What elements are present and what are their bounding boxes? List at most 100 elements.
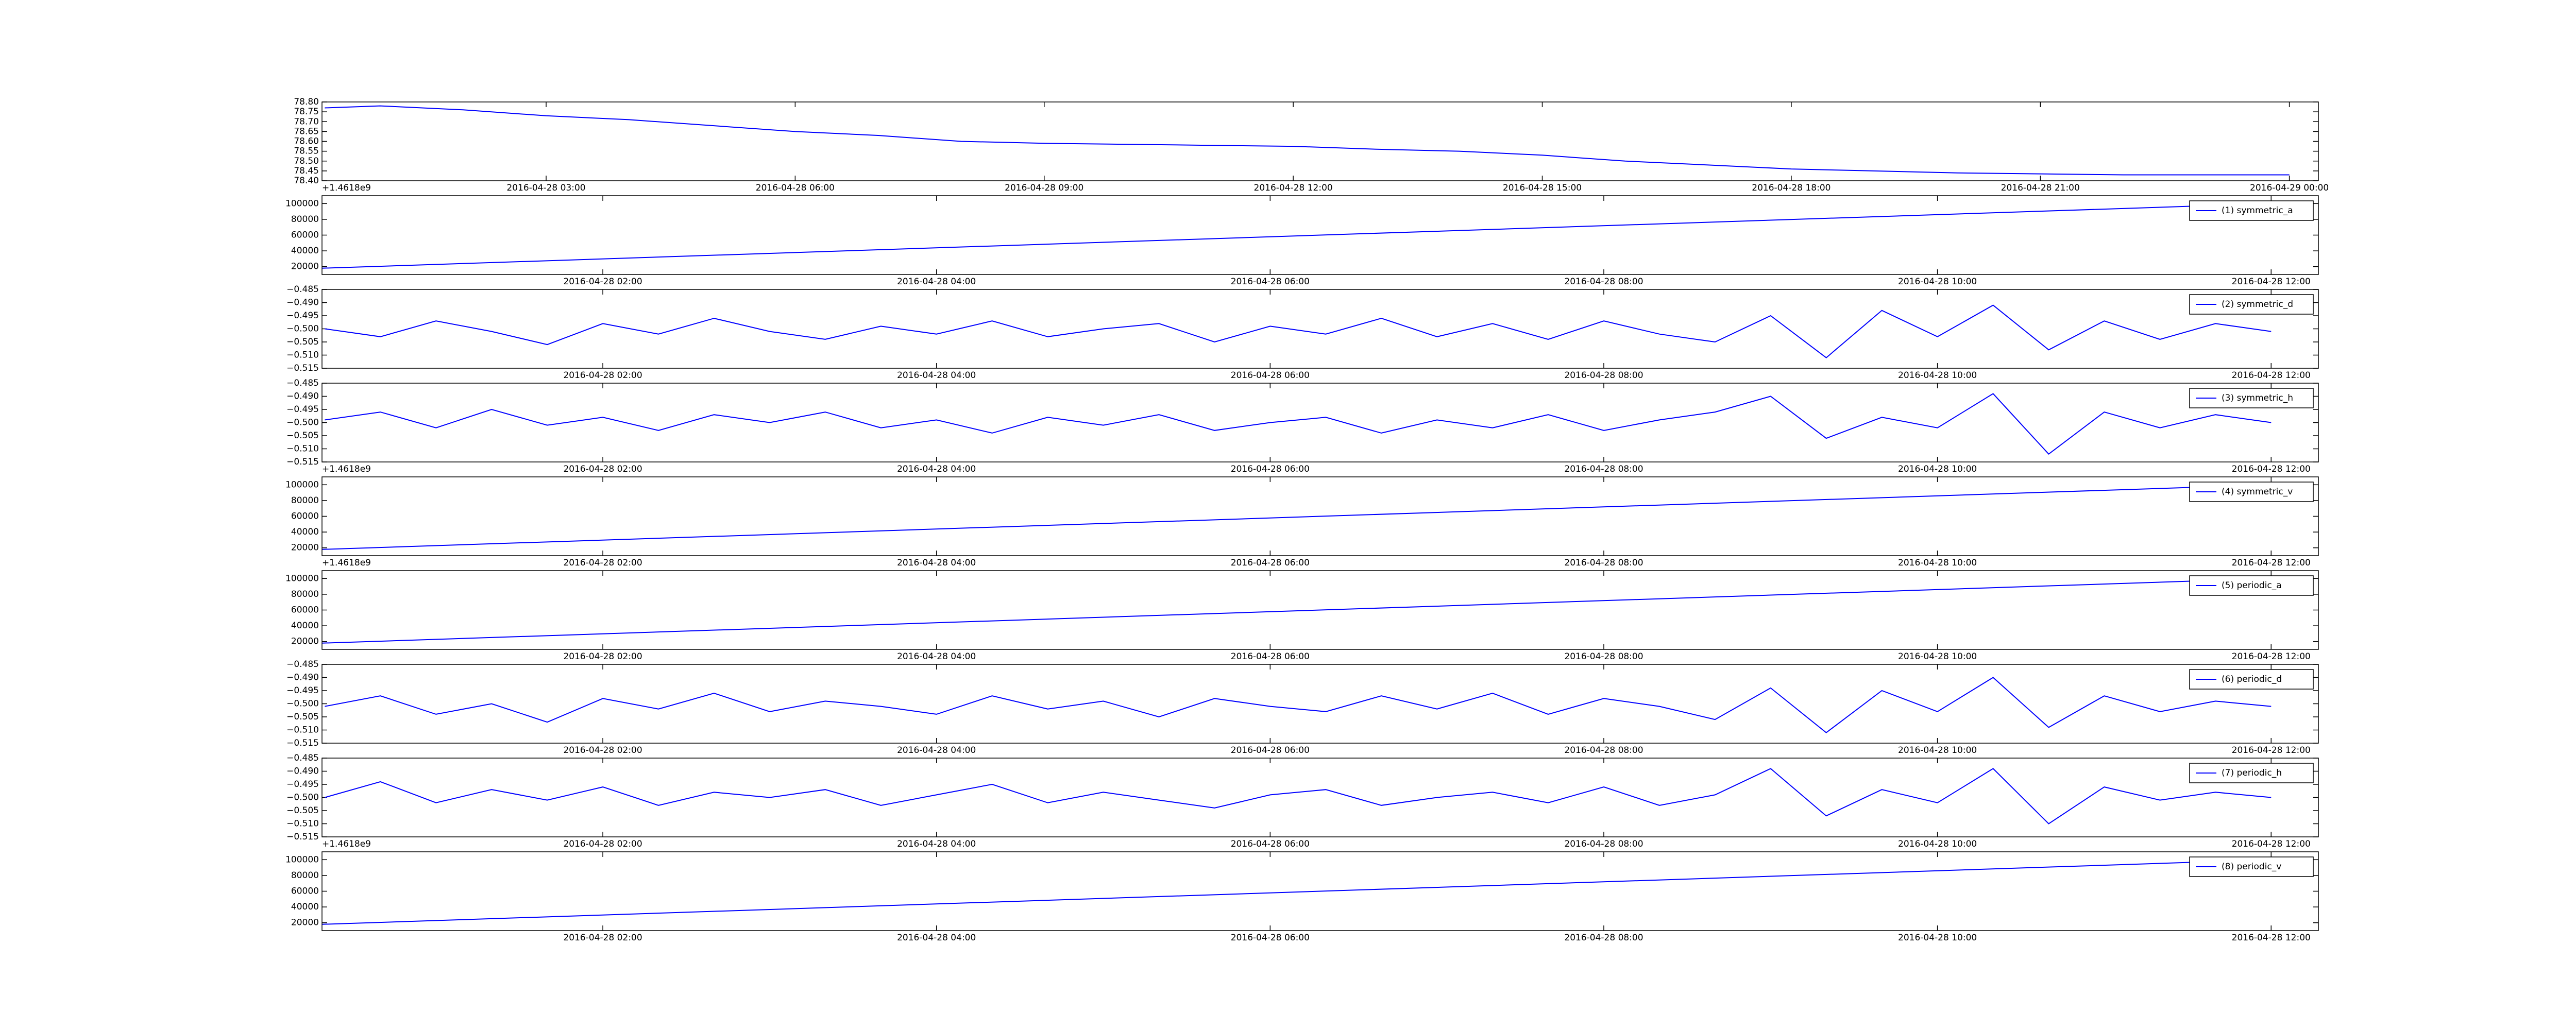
x-tick-label: 2016-04-28 04:00 <box>897 933 976 943</box>
x-tick-label: 2016-04-28 10:00 <box>1898 745 1977 756</box>
y-tick-label: −0.500 <box>286 793 319 803</box>
x-tick-label: 2016-04-28 02:00 <box>563 277 642 287</box>
y-tick-label: −0.495 <box>286 404 319 415</box>
y-tick-label: 80000 <box>291 214 319 225</box>
y-tick-label: −0.490 <box>286 673 319 683</box>
legend-label: (5) periodic_a <box>2222 580 2282 591</box>
x-tick-label: 2016-04-28 21:00 <box>2001 183 2080 193</box>
y-tick-label: 40000 <box>291 902 319 912</box>
x-tick-label: 2016-04-28 06:00 <box>1231 464 1310 474</box>
y-tick-label: 78.80 <box>294 97 319 107</box>
y-tick-label: 40000 <box>291 246 319 256</box>
data-line <box>325 393 2272 455</box>
x-tick-label: 2016-04-28 12:00 <box>2232 370 2311 381</box>
x-tick-label: 2016-04-28 04:00 <box>897 839 976 849</box>
x-tick-label: 2016-04-28 08:00 <box>1564 651 1643 662</box>
data-line <box>321 484 2272 550</box>
x-tick-label: 2016-04-28 06:00 <box>1231 277 1310 287</box>
y-tick-label: −0.495 <box>286 685 319 696</box>
offset-text: +1.4618e9 <box>322 464 371 474</box>
x-tick-label: 2016-04-28 08:00 <box>1564 370 1643 381</box>
x-tick-label: 2016-04-28 15:00 <box>1503 183 1582 193</box>
y-tick-label: 78.55 <box>294 146 319 157</box>
x-tick-label: 2016-04-28 04:00 <box>897 277 976 287</box>
y-tick-label: 80000 <box>291 495 319 506</box>
y-tick-label: 80000 <box>291 870 319 881</box>
legend-label: (7) periodic_h <box>2222 768 2282 778</box>
x-tick-label: 2016-04-28 06:00 <box>1231 933 1310 943</box>
x-tick-label: 2016-04-28 02:00 <box>563 464 642 474</box>
axes-frame <box>321 195 2319 275</box>
axes-background <box>322 383 2318 462</box>
y-tick-label: 20000 <box>291 262 319 272</box>
legend-label: (1) symmetric_a <box>2222 205 2293 216</box>
data-line <box>325 677 2272 733</box>
y-tick-label: −0.515 <box>286 363 319 373</box>
x-tick-label: 2016-04-28 08:00 <box>1564 745 1643 756</box>
axes-background <box>322 758 2318 837</box>
y-tick-label: −0.505 <box>286 431 319 441</box>
x-tick-label: 2016-04-28 12:00 <box>2232 933 2311 943</box>
x-tick-label: 2016-04-28 18:00 <box>1752 183 1831 193</box>
y-tick-label: 78.65 <box>294 126 319 136</box>
y-tick-label: 20000 <box>291 918 319 928</box>
y-tick-label: −0.510 <box>286 725 319 735</box>
y-tick-label: 78.75 <box>294 107 319 117</box>
axes-frame <box>321 758 2319 837</box>
x-tick-label: 2016-04-28 06:00 <box>1231 839 1310 849</box>
y-tick-label: 60000 <box>291 605 319 615</box>
x-tick-label: 2016-04-28 06:00 <box>1231 745 1310 756</box>
data-line <box>325 105 2290 176</box>
y-tick-label: −0.510 <box>286 350 319 360</box>
legend-label: (3) symmetric_h <box>2222 393 2293 403</box>
y-tick-label: −0.515 <box>286 738 319 748</box>
y-tick-label: 100000 <box>285 854 319 865</box>
y-tick-label: 60000 <box>291 511 319 522</box>
axes-frame <box>321 664 2319 744</box>
legend-label: (8) periodic_v <box>2222 862 2281 872</box>
x-tick-label: 2016-04-28 12:00 <box>1254 183 1333 193</box>
x-tick-label: 2016-04-28 08:00 <box>1564 839 1643 849</box>
y-tick-label: −0.500 <box>286 324 319 334</box>
axes-frame <box>321 476 2319 556</box>
y-tick-label: −0.495 <box>286 779 319 789</box>
y-tick-label: −0.485 <box>286 378 319 388</box>
y-tick-label: −0.510 <box>286 819 319 829</box>
y-tick-label: −0.505 <box>286 337 319 347</box>
y-tick-label: −0.500 <box>286 418 319 428</box>
y-tick-label: −0.505 <box>286 712 319 722</box>
offset-text: +1.4618e9 <box>322 183 371 193</box>
x-tick-label: 2016-04-28 06:00 <box>1231 558 1310 568</box>
y-tick-label: −0.485 <box>286 284 319 295</box>
y-tick-label: 78.70 <box>294 116 319 127</box>
data-line <box>325 304 2272 358</box>
y-tick-label: −0.515 <box>286 832 319 842</box>
data-line <box>321 203 2272 269</box>
x-tick-label: 2016-04-28 08:00 <box>1564 558 1643 568</box>
x-tick-label: 2016-04-28 12:00 <box>2232 277 2311 287</box>
x-tick-label: 2016-04-28 06:00 <box>756 183 835 193</box>
data-line <box>321 859 2272 925</box>
y-tick-label: 78.60 <box>294 136 319 147</box>
axes-frame <box>321 570 2319 650</box>
x-tick-label: 2016-04-28 06:00 <box>1231 651 1310 662</box>
legend-label: (2) symmetric_d <box>2222 299 2293 310</box>
axes-frame <box>321 101 2319 181</box>
y-tick-label: 80000 <box>291 589 319 599</box>
x-tick-label: 2016-04-28 12:00 <box>2232 745 2311 756</box>
x-tick-label: 2016-04-28 02:00 <box>563 745 642 756</box>
x-tick-label: 2016-04-28 04:00 <box>897 370 976 381</box>
y-tick-label: −0.510 <box>286 444 319 454</box>
axes-frame <box>321 851 2319 931</box>
y-tick-label: −0.495 <box>286 311 319 321</box>
y-tick-label: 20000 <box>291 637 319 647</box>
y-tick-label: 60000 <box>291 886 319 897</box>
y-tick-label: −0.490 <box>286 391 319 402</box>
x-tick-label: 2016-04-28 12:00 <box>2232 558 2311 568</box>
y-tick-label: 100000 <box>285 573 319 583</box>
x-tick-label: 2016-04-28 08:00 <box>1564 933 1643 943</box>
y-tick-label: −0.500 <box>286 699 319 709</box>
x-tick-label: 2016-04-28 12:00 <box>2232 839 2311 849</box>
